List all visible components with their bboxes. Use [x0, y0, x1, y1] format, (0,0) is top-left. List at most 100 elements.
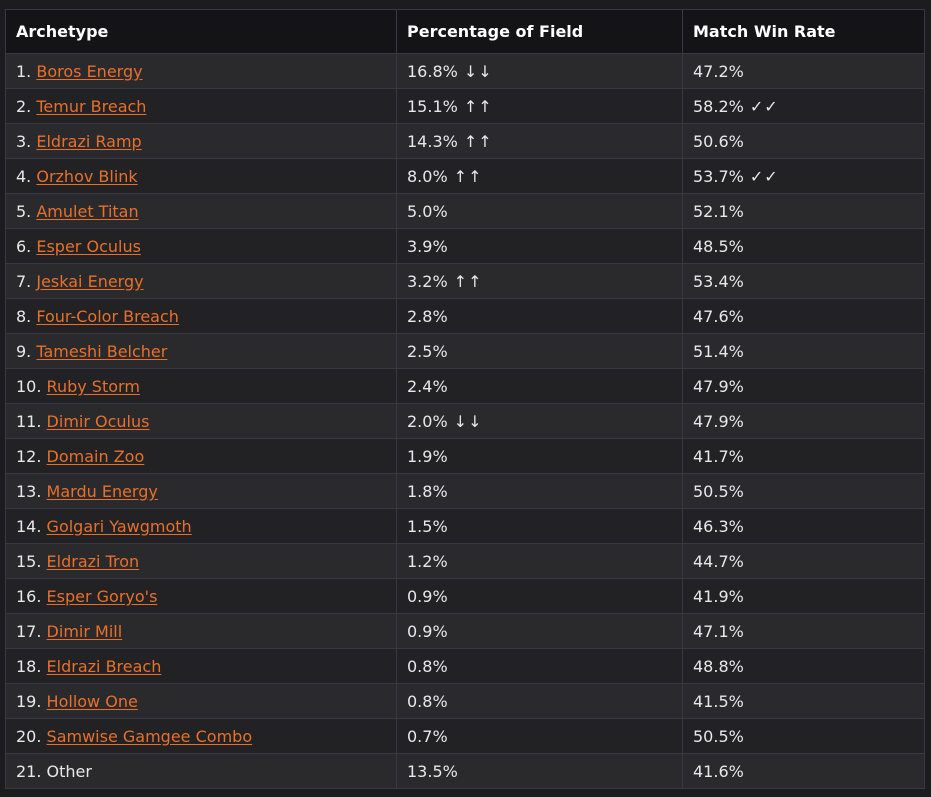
percentage-value: 1.8%	[407, 481, 448, 501]
percentage-value: 1.5%	[407, 516, 448, 536]
archetype-link[interactable]: Esper Oculus	[36, 236, 141, 256]
win-rate-cell: 47.6%	[682, 298, 925, 334]
win-rate-cell: 48.8%	[682, 648, 925, 684]
win-rate-value: 44.7%	[693, 551, 744, 571]
percentage-value: 16.8%	[407, 61, 458, 81]
percentage-cell: 2.8%	[396, 298, 683, 334]
percentage-cell: 1.2%	[396, 543, 683, 579]
archetype-table-container: Archetype Percentage of Field Match Win …	[5, 9, 925, 789]
percentage-value: 0.9%	[407, 621, 448, 641]
percentage-cell: 5.0%	[396, 193, 683, 229]
table-row: 13. Mardu Energy 1.8% 50.5%	[5, 473, 925, 509]
percentage-cell: 1.9%	[396, 438, 683, 474]
table-row: 20. Samwise Gamgee Combo 0.7% 50.5%	[5, 718, 925, 754]
archetype-link[interactable]: Mardu Energy	[46, 481, 158, 501]
win-rate-value: 51.4%	[693, 341, 744, 361]
archetype-cell: 9. Tameshi Belcher	[5, 333, 397, 369]
archetype-rank: 9.	[16, 341, 32, 361]
table-row: 4. Orzhov Blink 8.0% ↑↑ 53.7% ✓✓	[5, 158, 925, 194]
archetype-link[interactable]: Domain Zoo	[46, 446, 145, 466]
win-rate-value: 47.9%	[693, 376, 744, 396]
archetype-link[interactable]: Boros Energy	[36, 61, 143, 81]
archetype-cell: 6. Esper Oculus	[5, 228, 397, 264]
archetype-rank: 16.	[16, 586, 42, 606]
double-check-icon: ✓✓	[749, 166, 779, 186]
archetype-link[interactable]: Jeskai Energy	[36, 271, 144, 291]
win-rate-value: 41.5%	[693, 691, 744, 711]
archetype-link[interactable]: Ruby Storm	[46, 376, 140, 396]
archetype-rank: 20.	[16, 726, 42, 746]
table-row: 3. Eldrazi Ramp 14.3% ↑↑ 50.6%	[5, 123, 925, 159]
percentage-value: 3.9%	[407, 236, 448, 256]
archetype-table: Archetype Percentage of Field Match Win …	[5, 9, 925, 789]
win-rate-cell: 53.7% ✓✓	[682, 158, 925, 194]
archetype-cell: 16. Esper Goryo's	[5, 578, 397, 614]
archetype-cell: 19. Hollow One	[5, 683, 397, 719]
percentage-value: 0.9%	[407, 586, 448, 606]
header-archetype[interactable]: Archetype	[5, 9, 397, 54]
archetype-cell: 18. Eldrazi Breach	[5, 648, 397, 684]
win-rate-value: 50.5%	[693, 481, 744, 501]
archetype-link[interactable]: Dimir Mill	[46, 621, 123, 641]
archetype-cell: 20. Samwise Gamgee Combo	[5, 718, 397, 754]
percentage-value: 0.8%	[407, 691, 448, 711]
archetype-cell: 17. Dimir Mill	[5, 613, 397, 649]
archetype-link[interactable]: Golgari Yawgmoth	[46, 516, 192, 536]
archetype-link[interactable]: Temur Breach	[36, 96, 147, 116]
archetype-rank: 14.	[16, 516, 42, 536]
archetype-cell: 15. Eldrazi Tron	[5, 543, 397, 579]
table-body: 1. Boros Energy 16.8% ↓↓ 47.2% 2. Temur Brea…	[5, 53, 925, 789]
archetype-link[interactable]: Hollow One	[46, 691, 138, 711]
archetype-link[interactable]: Orzhov Blink	[36, 166, 138, 186]
table-row: 11. Dimir Oculus 2.0% ↓↓ 47.9%	[5, 403, 925, 439]
archetype-link[interactable]: Four-Color Breach	[36, 306, 179, 326]
header-match-win-rate[interactable]: Match Win Rate	[682, 9, 925, 54]
percentage-value: 5.0%	[407, 201, 448, 221]
archetype-link[interactable]: Samwise Gamgee Combo	[46, 726, 253, 746]
table-row: 9. Tameshi Belcher 2.5% 51.4%	[5, 333, 925, 369]
percentage-cell: 8.0% ↑↑	[396, 158, 683, 194]
percentage-cell: 3.2% ↑↑	[396, 263, 683, 299]
double-check-icon: ✓✓	[749, 96, 779, 116]
win-rate-value: 48.8%	[693, 656, 744, 676]
percentage-cell: 13.5%	[396, 753, 683, 789]
table-row: 19. Hollow One 0.8% 41.5%	[5, 683, 925, 719]
archetype-link[interactable]: Amulet Titan	[36, 201, 139, 221]
percentage-cell: 1.5%	[396, 508, 683, 544]
table-row: 2. Temur Breach 15.1% ↑↑ 58.2% ✓✓	[5, 88, 925, 124]
percentage-value: 2.5%	[407, 341, 448, 361]
archetype-link[interactable]: Eldrazi Tron	[46, 551, 140, 571]
trend-up-icon: ↑↑	[453, 166, 483, 186]
win-rate-value: 50.6%	[693, 131, 744, 151]
archetype-cell: 13. Mardu Energy	[5, 473, 397, 509]
archetype-cell: 4. Orzhov Blink	[5, 158, 397, 194]
win-rate-cell: 48.5%	[682, 228, 925, 264]
table-row: 8. Four-Color Breach 2.8% 47.6%	[5, 298, 925, 334]
archetype-rank: 12.	[16, 446, 42, 466]
archetype-link[interactable]: Dimir Oculus	[46, 411, 150, 431]
archetype-cell: 14. Golgari Yawgmoth	[5, 508, 397, 544]
archetype-link[interactable]: Tameshi Belcher	[36, 341, 168, 361]
table-row: 15. Eldrazi Tron 1.2% 44.7%	[5, 543, 925, 579]
table-row: 6. Esper Oculus 3.9% 48.5%	[5, 228, 925, 264]
win-rate-cell: 53.4%	[682, 263, 925, 299]
archetype-cell: 3. Eldrazi Ramp	[5, 123, 397, 159]
table-row: 21. Other 13.5% 41.6%	[5, 753, 925, 789]
archetype-link[interactable]: Eldrazi Ramp	[36, 131, 142, 151]
percentage-cell: 16.8% ↓↓	[396, 53, 683, 89]
archetype-name: Other	[46, 761, 92, 781]
percentage-value: 8.0%	[407, 166, 448, 186]
header-percentage-of-field[interactable]: Percentage of Field	[396, 9, 683, 54]
archetype-link[interactable]: Eldrazi Breach	[46, 656, 162, 676]
archetype-rank: 8.	[16, 306, 32, 326]
archetype-cell: 1. Boros Energy	[5, 53, 397, 89]
archetype-link[interactable]: Esper Goryo's	[46, 586, 158, 606]
percentage-value: 13.5%	[407, 761, 458, 781]
win-rate-cell: 58.2% ✓✓	[682, 88, 925, 124]
win-rate-value: 48.5%	[693, 236, 744, 256]
archetype-rank: 15.	[16, 551, 42, 571]
trend-down-icon: ↓↓	[463, 61, 493, 81]
win-rate-value: 58.2%	[693, 96, 744, 116]
win-rate-value: 47.9%	[693, 411, 744, 431]
win-rate-cell: 44.7%	[682, 543, 925, 579]
